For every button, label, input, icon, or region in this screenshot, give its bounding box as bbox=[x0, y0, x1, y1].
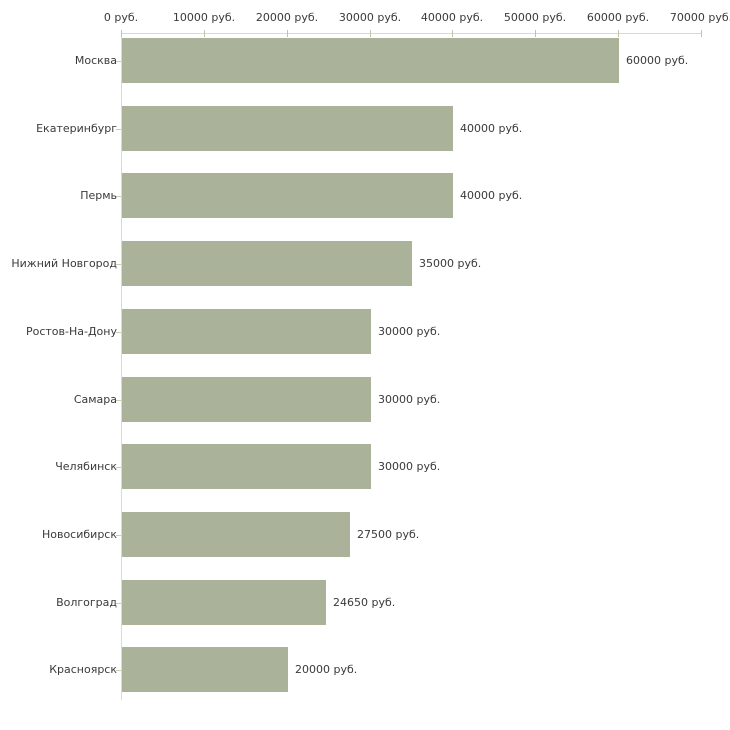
bar-value-label: 30000 руб. bbox=[378, 460, 441, 473]
x-axis-tick-label: 50000 руб. bbox=[503, 11, 567, 24]
x-axis-tick bbox=[618, 30, 619, 37]
y-axis-category-label: Пермь bbox=[80, 189, 117, 202]
x-axis-tick bbox=[452, 30, 453, 37]
bar bbox=[122, 580, 326, 625]
y-axis-category-label: Красноярск bbox=[49, 663, 117, 676]
y-axis-category-tick bbox=[116, 332, 121, 333]
y-axis-category-tick bbox=[116, 61, 121, 62]
bar-value-label: 40000 руб. bbox=[460, 122, 523, 135]
x-axis-tick-label: 10000 руб. bbox=[172, 11, 236, 24]
bar bbox=[122, 512, 350, 557]
bar-value-label: 30000 руб. bbox=[378, 393, 441, 406]
bar-value-label: 27500 руб. bbox=[357, 528, 420, 541]
x-axis-tick-label: 40000 руб. bbox=[420, 11, 484, 24]
y-axis-category-label: Екатеринбург bbox=[36, 122, 117, 135]
bar bbox=[122, 309, 371, 354]
y-axis-category-label: Нижний Новгород bbox=[11, 257, 117, 270]
x-axis-tick-label: 0 руб. bbox=[103, 11, 139, 24]
y-axis-category-tick bbox=[116, 535, 121, 536]
x-axis-tick-label: 20000 руб. bbox=[255, 11, 319, 24]
bar bbox=[122, 647, 288, 692]
y-axis-category-label: Ростов-На-Дону bbox=[25, 325, 117, 338]
y-axis-category-tick bbox=[116, 400, 121, 401]
y-axis-category-tick bbox=[116, 196, 121, 197]
bar bbox=[122, 377, 371, 422]
x-axis-tick-label: 70000 руб. bbox=[669, 11, 730, 24]
x-axis-tick-label: 30000 руб. bbox=[338, 11, 402, 24]
x-axis-line bbox=[121, 33, 702, 34]
y-axis-line bbox=[121, 33, 122, 700]
y-axis-category-label: Челябинск bbox=[55, 460, 117, 473]
y-axis-category-tick bbox=[116, 670, 121, 671]
y-axis-category-label: Новосибирск bbox=[41, 528, 117, 541]
x-axis-tick bbox=[370, 30, 371, 37]
x-axis-tick bbox=[535, 30, 536, 37]
bar-value-label: 35000 руб. bbox=[419, 257, 482, 270]
y-axis-category-label: Москва bbox=[74, 54, 117, 67]
bar-value-label: 60000 руб. bbox=[626, 54, 689, 67]
bar bbox=[122, 444, 371, 489]
x-axis-tick bbox=[701, 30, 702, 37]
y-axis-category-tick bbox=[116, 264, 121, 265]
y-axis-category-tick bbox=[116, 603, 121, 604]
bar-value-label: 30000 руб. bbox=[378, 325, 441, 338]
bar bbox=[122, 241, 412, 286]
y-axis-category-tick bbox=[116, 129, 121, 130]
bar bbox=[122, 173, 453, 218]
bar-value-label: 20000 руб. bbox=[295, 663, 358, 676]
bar-value-label: 24650 руб. bbox=[333, 596, 396, 609]
x-axis-tick-label: 60000 руб. bbox=[586, 11, 650, 24]
bar-value-label: 40000 руб. bbox=[460, 189, 523, 202]
x-axis-tick bbox=[121, 30, 122, 37]
x-axis-tick bbox=[204, 30, 205, 37]
y-axis-category-label: Волгоград bbox=[56, 596, 117, 609]
bar bbox=[122, 106, 453, 151]
y-axis-category-tick bbox=[116, 467, 121, 468]
x-axis-tick bbox=[287, 30, 288, 37]
bar bbox=[122, 38, 619, 83]
y-axis-category-label: Самара bbox=[73, 393, 117, 406]
